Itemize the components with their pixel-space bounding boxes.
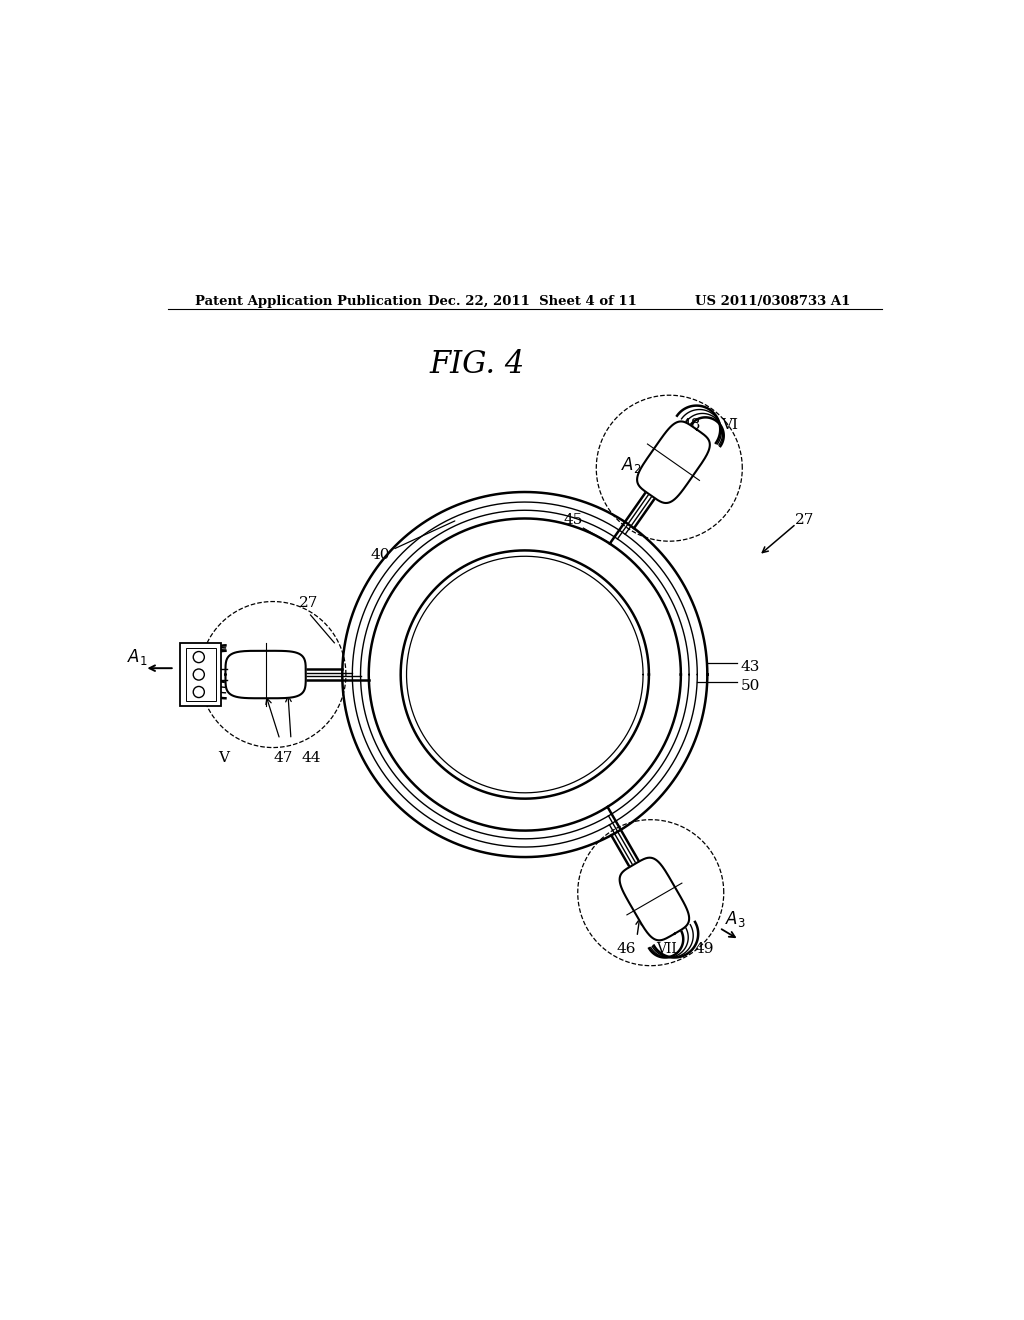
Text: 49: 49 [694,942,714,956]
Text: 43: 43 [740,660,760,673]
Text: 46: 46 [616,942,636,956]
Polygon shape [620,858,689,940]
Bar [180,643,221,706]
Text: 47: 47 [273,751,293,764]
Text: 45: 45 [563,513,583,527]
Text: FIG. 4: FIG. 4 [430,348,525,380]
Polygon shape [637,421,710,503]
Text: Patent Application Publication: Patent Application Publication [196,296,422,308]
Text: 27: 27 [299,597,318,610]
Text: $A_1$: $A_1$ [127,647,147,667]
Bar [185,648,216,701]
Polygon shape [225,651,306,698]
Text: US 2011/0308733 A1: US 2011/0308733 A1 [695,296,851,308]
Text: Dec. 22, 2011  Sheet 4 of 11: Dec. 22, 2011 Sheet 4 of 11 [428,296,637,308]
Text: 40: 40 [370,521,455,562]
Text: VI: VI [721,418,738,432]
Text: 27: 27 [795,512,814,527]
Text: $A_3$: $A_3$ [725,908,745,929]
Text: V: V [218,751,229,764]
Text: $A_2$: $A_2$ [621,455,641,475]
Text: 48: 48 [681,418,700,432]
Text: VII: VII [656,942,677,956]
Text: 44: 44 [301,751,321,764]
Text: 50: 50 [740,680,760,693]
